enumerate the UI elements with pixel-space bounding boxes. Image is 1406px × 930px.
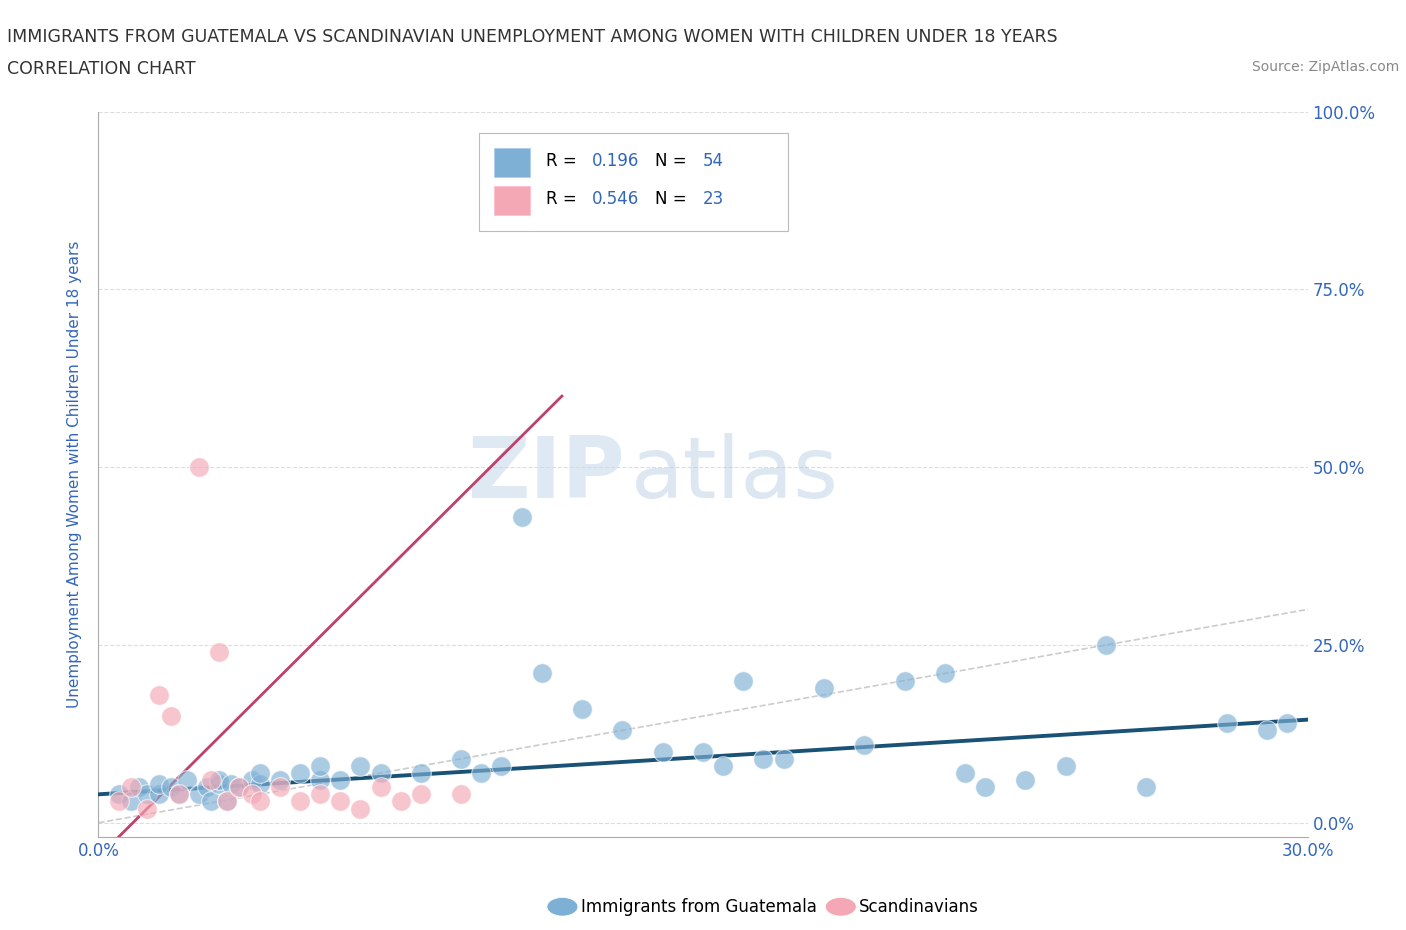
Point: [200, 773, 222, 788]
Point: [217, 794, 239, 809]
Point: [148, 777, 170, 791]
Point: [188, 459, 211, 474]
Point: [128, 779, 150, 794]
Text: N =: N =: [655, 152, 692, 170]
Point: [893, 673, 915, 688]
Point: [1054, 759, 1077, 774]
Point: [329, 773, 352, 788]
Point: [772, 751, 794, 766]
Text: atlas: atlas: [630, 432, 838, 516]
Text: R =: R =: [546, 152, 582, 170]
Point: [135, 787, 157, 802]
Point: [309, 787, 332, 802]
Point: [228, 779, 250, 794]
Text: 54: 54: [703, 152, 724, 170]
Point: [692, 744, 714, 759]
Point: [228, 779, 250, 794]
Point: [269, 773, 291, 788]
Point: [934, 666, 956, 681]
Point: [249, 777, 271, 791]
Point: [733, 673, 755, 688]
Point: [249, 794, 271, 809]
FancyBboxPatch shape: [494, 186, 530, 215]
Point: [167, 787, 190, 802]
Text: 0.196: 0.196: [592, 152, 640, 170]
Point: [752, 751, 775, 766]
Point: [953, 765, 976, 780]
Point: [389, 794, 412, 809]
Point: [853, 737, 876, 752]
Text: ZIP: ZIP: [467, 432, 624, 516]
FancyBboxPatch shape: [494, 148, 530, 177]
Point: [148, 687, 170, 702]
Point: [510, 510, 533, 525]
Point: [329, 794, 352, 809]
Point: [530, 666, 553, 681]
Text: 0.546: 0.546: [592, 190, 638, 207]
Point: [269, 779, 291, 794]
Point: [208, 773, 231, 788]
Text: Immigrants from Guatemala: Immigrants from Guatemala: [581, 897, 817, 916]
Point: [176, 773, 198, 788]
Text: CORRELATION CHART: CORRELATION CHART: [7, 60, 195, 78]
Point: [208, 777, 231, 791]
Point: [651, 744, 673, 759]
Point: [450, 787, 472, 802]
Point: [188, 787, 211, 802]
Point: [160, 709, 183, 724]
Point: [571, 701, 593, 716]
Point: [309, 773, 332, 788]
FancyBboxPatch shape: [479, 133, 787, 232]
Point: [135, 801, 157, 816]
Point: [370, 779, 392, 794]
Point: [148, 787, 170, 802]
Point: [409, 765, 432, 780]
Point: [1277, 716, 1299, 731]
Point: [200, 794, 222, 809]
Point: [612, 723, 634, 737]
Point: [1216, 716, 1239, 731]
Point: [240, 787, 263, 802]
Point: [349, 759, 371, 774]
Point: [208, 644, 231, 659]
Text: IMMIGRANTS FROM GUATEMALA VS SCANDINAVIAN UNEMPLOYMENT AMONG WOMEN WITH CHILDREN: IMMIGRANTS FROM GUATEMALA VS SCANDINAVIA…: [7, 28, 1057, 46]
Point: [1014, 773, 1036, 788]
Point: [974, 779, 997, 794]
Point: [1095, 638, 1118, 653]
Point: [167, 787, 190, 802]
Point: [711, 759, 734, 774]
Point: [450, 751, 472, 766]
Point: [1256, 723, 1278, 737]
Point: [107, 787, 129, 802]
Text: 23: 23: [703, 190, 724, 207]
Point: [491, 154, 513, 169]
Point: [195, 779, 218, 794]
Point: [813, 680, 835, 695]
Text: Source: ZipAtlas.com: Source: ZipAtlas.com: [1251, 60, 1399, 74]
Text: R =: R =: [546, 190, 582, 207]
Point: [470, 765, 492, 780]
Point: [409, 787, 432, 802]
Point: [160, 779, 183, 794]
Point: [240, 773, 263, 788]
Point: [120, 779, 142, 794]
Y-axis label: Unemployment Among Women with Children Under 18 years: Unemployment Among Women with Children U…: [67, 241, 83, 708]
Point: [288, 794, 311, 809]
Point: [309, 759, 332, 774]
Text: Scandinavians: Scandinavians: [859, 897, 979, 916]
Point: [249, 765, 271, 780]
Point: [370, 765, 392, 780]
Point: [349, 801, 371, 816]
Point: [107, 794, 129, 809]
Point: [1135, 779, 1157, 794]
Point: [491, 759, 513, 774]
Point: [221, 777, 243, 791]
Point: [288, 765, 311, 780]
Point: [120, 794, 142, 809]
Text: N =: N =: [655, 190, 692, 207]
Point: [217, 794, 239, 809]
